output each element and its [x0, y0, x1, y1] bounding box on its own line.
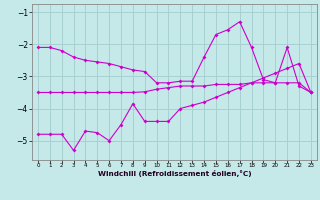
X-axis label: Windchill (Refroidissement éolien,°C): Windchill (Refroidissement éolien,°C) [98, 170, 251, 177]
